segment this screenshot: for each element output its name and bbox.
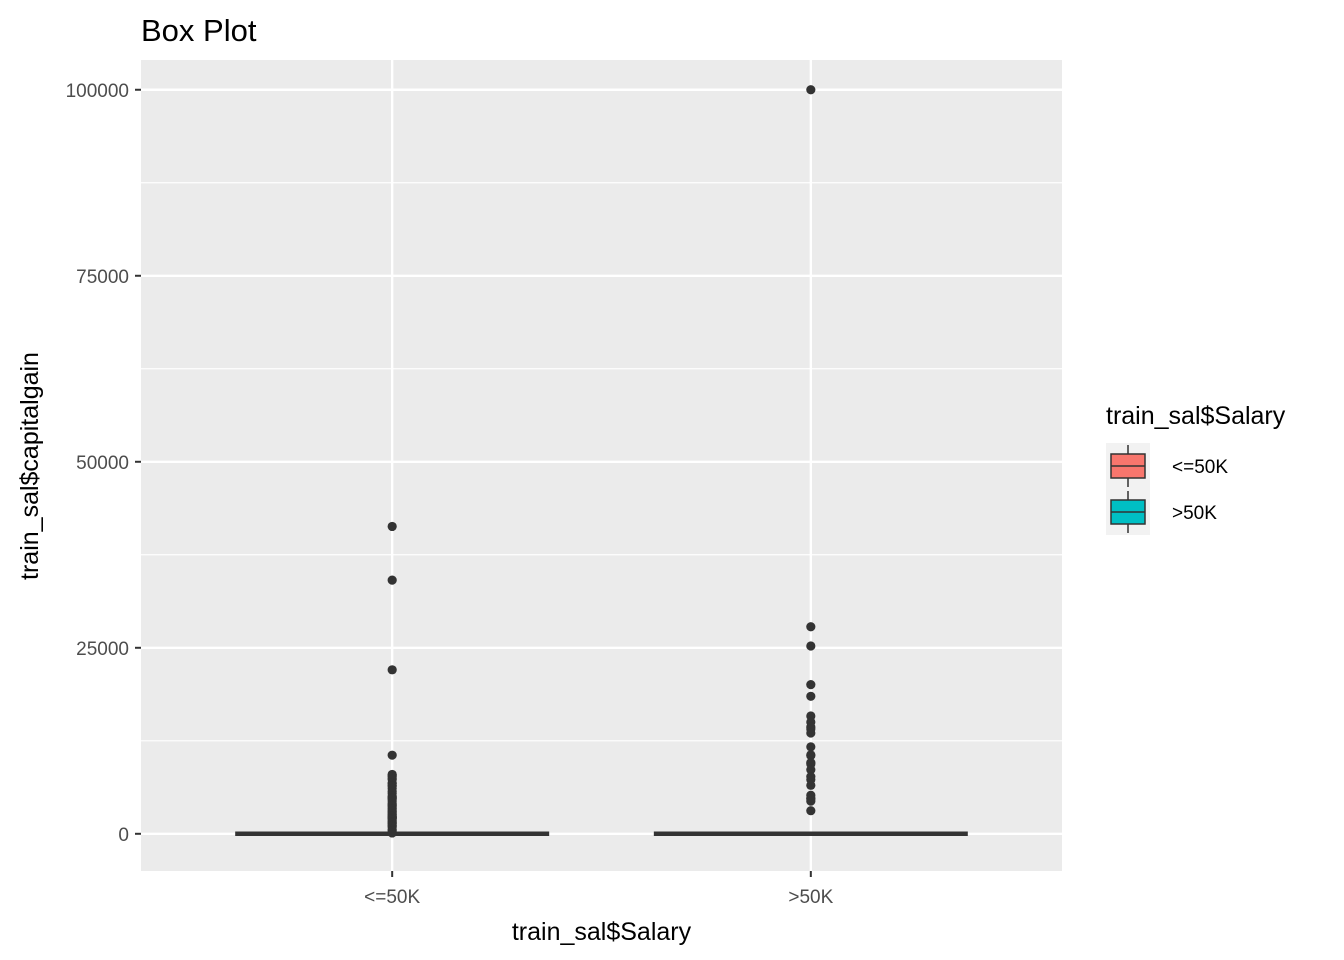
outlier-point <box>806 806 815 815</box>
x-tick-label: >50K <box>788 887 833 908</box>
legend-key-2: >50K <box>1106 489 1217 535</box>
y-tick-label: 75000 <box>76 267 129 288</box>
outlier-point <box>806 797 815 806</box>
y-axis-ticks: 0 25000 50000 75000 100000 <box>66 81 141 846</box>
outlier-point <box>806 622 815 631</box>
outlier-point <box>388 522 397 531</box>
x-axis-title: train_sal$Salary <box>512 918 692 946</box>
legend: train_sal$Salary <=50K >50K <box>1106 402 1286 535</box>
y-tick-label: 100000 <box>66 81 129 102</box>
outlier-point <box>388 751 397 760</box>
outlier-point <box>806 781 815 790</box>
outlier-point <box>806 742 815 751</box>
outlier-point <box>806 692 815 701</box>
outlier-point <box>388 828 397 837</box>
legend-title: train_sal$Salary <box>1106 402 1286 430</box>
outlier-point <box>806 680 815 689</box>
legend-label: <=50K <box>1172 457 1228 478</box>
outlier-point <box>806 728 815 737</box>
outlier-point <box>806 641 815 650</box>
legend-key-1: <=50K <box>1106 443 1228 489</box>
legend-label: >50K <box>1172 503 1217 524</box>
x-tick-label: <=50K <box>364 887 420 908</box>
x-axis-ticks: <=50K >50K <box>364 871 833 908</box>
y-tick-label: 50000 <box>76 453 129 474</box>
y-tick-label: 0 <box>118 825 129 846</box>
y-axis-title: train_sal$capitalgain <box>16 352 44 580</box>
plot-panel <box>141 60 1062 871</box>
outlier-point <box>806 85 815 94</box>
outlier-point <box>388 576 397 585</box>
outlier-point <box>388 665 397 674</box>
y-tick-label: 25000 <box>76 639 129 660</box>
chart-title: Box Plot <box>141 13 257 48</box>
legend-keys: <=50K >50K <box>1106 443 1228 535</box>
